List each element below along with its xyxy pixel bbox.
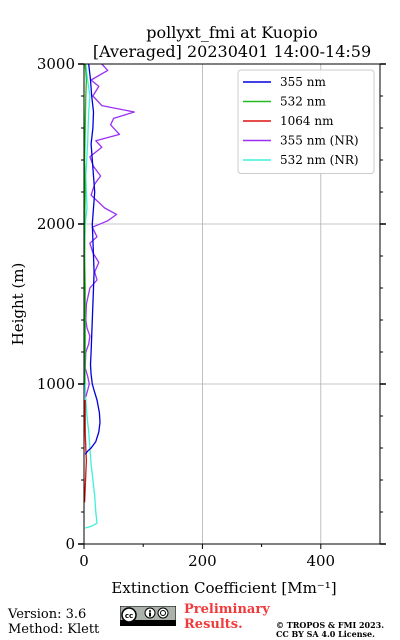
copyright-line2: CC BY SA 4.0 License. [276, 629, 375, 639]
legend-entry: 355 nm (NR) [280, 134, 359, 148]
method-label: Method: Klett [8, 622, 100, 637]
legend-entry: 532 nm (NR) [280, 153, 359, 167]
legend-entry: 1064 nm [280, 114, 334, 128]
preliminary-notice-line2: Results. [184, 617, 243, 632]
series-line [84, 63, 101, 455]
series-line [83, 63, 98, 529]
svg-text:cc: cc [125, 612, 133, 620]
plot-frame [83, 63, 381, 545]
legend-entry: 532 nm [280, 95, 326, 109]
cc-by-sa-badge: cc [120, 606, 176, 626]
copyright-line1: © TROPOS & FMI 2023. [276, 620, 385, 630]
series-line [83, 63, 88, 385]
cc-icon: cc [121, 607, 137, 623]
legend: 355 nm 532 nm 1064 nm 355 nm (NR) 532 nm (NR… [237, 69, 375, 174]
y-tick-label: 2000 [37, 215, 75, 233]
y-tick-label: 3000 [37, 55, 75, 73]
ticks: 0 200 400 0 1000 2000 3000 [37, 55, 386, 570]
x-tick-label: 400 [306, 552, 335, 570]
chart-title: pollyxt_fmi at Kuopio [146, 23, 318, 42]
version-label: Version: 3.6 [8, 607, 87, 622]
y-tick-label: 0 [65, 535, 75, 553]
x-axis-label: Extinction Coefficient [Mm⁻¹] [111, 579, 336, 597]
series-layer [83, 63, 135, 529]
y-axis-label: Height (m) [9, 263, 27, 346]
y-tick-label: 1000 [37, 375, 75, 393]
x-tick-label: 200 [188, 552, 217, 570]
series-line [84, 63, 135, 397]
sa-icon [157, 607, 169, 619]
legend-box [237, 69, 375, 174]
legend-entry: 355 nm [280, 75, 326, 89]
series-line [83, 400, 88, 503]
x-tick-label: 0 [79, 552, 89, 570]
by-icon [144, 607, 156, 619]
preliminary-notice-line1: Preliminary [184, 602, 270, 617]
chart-subtitle: [Averaged] 20230401 14:00-14:59 [92, 42, 372, 61]
